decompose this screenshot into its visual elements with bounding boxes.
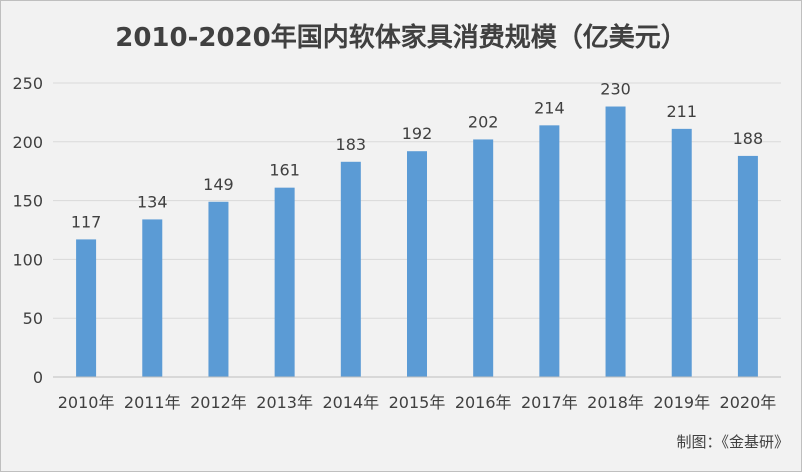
- data-label: 211: [666, 102, 697, 121]
- bar: [208, 201, 229, 377]
- x-tick-label: 2019年: [653, 393, 710, 412]
- data-label: 202: [468, 112, 499, 131]
- x-tick-label: 2018年: [587, 393, 644, 412]
- data-label: 188: [733, 129, 764, 148]
- x-tick-label: 2014年: [322, 393, 379, 412]
- bar: [671, 128, 692, 377]
- bar: [737, 155, 758, 377]
- x-tick-label: 2015年: [389, 393, 446, 412]
- bar: [274, 187, 295, 377]
- source-note: 制图：《金基研》: [676, 433, 789, 451]
- x-tick-label: 2020年: [720, 393, 777, 412]
- data-label: 214: [534, 98, 565, 117]
- data-labels: 117 134 149 161 183 192 202 214 230 211 188: [71, 80, 763, 232]
- y-tick-label: 200: [12, 133, 43, 152]
- data-label: 230: [600, 80, 631, 99]
- x-tick-label: 2013年: [256, 393, 313, 412]
- bar: [340, 161, 361, 377]
- x-tick-label: 2017年: [521, 393, 578, 412]
- bar: [539, 125, 560, 377]
- y-tick-label: 0: [33, 368, 43, 387]
- bar: [407, 151, 427, 377]
- data-label: 192: [402, 124, 433, 143]
- bar: [76, 239, 97, 377]
- data-label: 161: [269, 161, 300, 180]
- bar: [142, 219, 163, 377]
- data-label: 117: [71, 212, 102, 231]
- x-tick-label: 2010年: [58, 393, 115, 412]
- data-label: 149: [203, 175, 234, 194]
- chart-title: 2010-2020年国内软体家具消费规模（亿美元）: [115, 22, 687, 53]
- x-tick-label: 2012年: [190, 393, 247, 412]
- y-tick-label: 50: [23, 309, 43, 328]
- y-tick-label: 250: [12, 74, 43, 93]
- bar: [473, 139, 494, 377]
- y-tick-label: 100: [12, 250, 43, 269]
- x-tick-label: 2016年: [455, 393, 512, 412]
- y-axis-ticks: 0 50 100 150 200 250: [12, 74, 43, 387]
- x-axis-ticks: 2010年 2011年 2012年 2013年 2014年 2015年 2016年 2017年…: [58, 393, 777, 412]
- bars: [76, 106, 758, 378]
- data-label: 183: [336, 135, 367, 154]
- data-label: 134: [137, 192, 168, 211]
- bar: [605, 106, 626, 378]
- x-tick-label: 2011年: [124, 393, 181, 412]
- y-tick-label: 150: [12, 192, 43, 211]
